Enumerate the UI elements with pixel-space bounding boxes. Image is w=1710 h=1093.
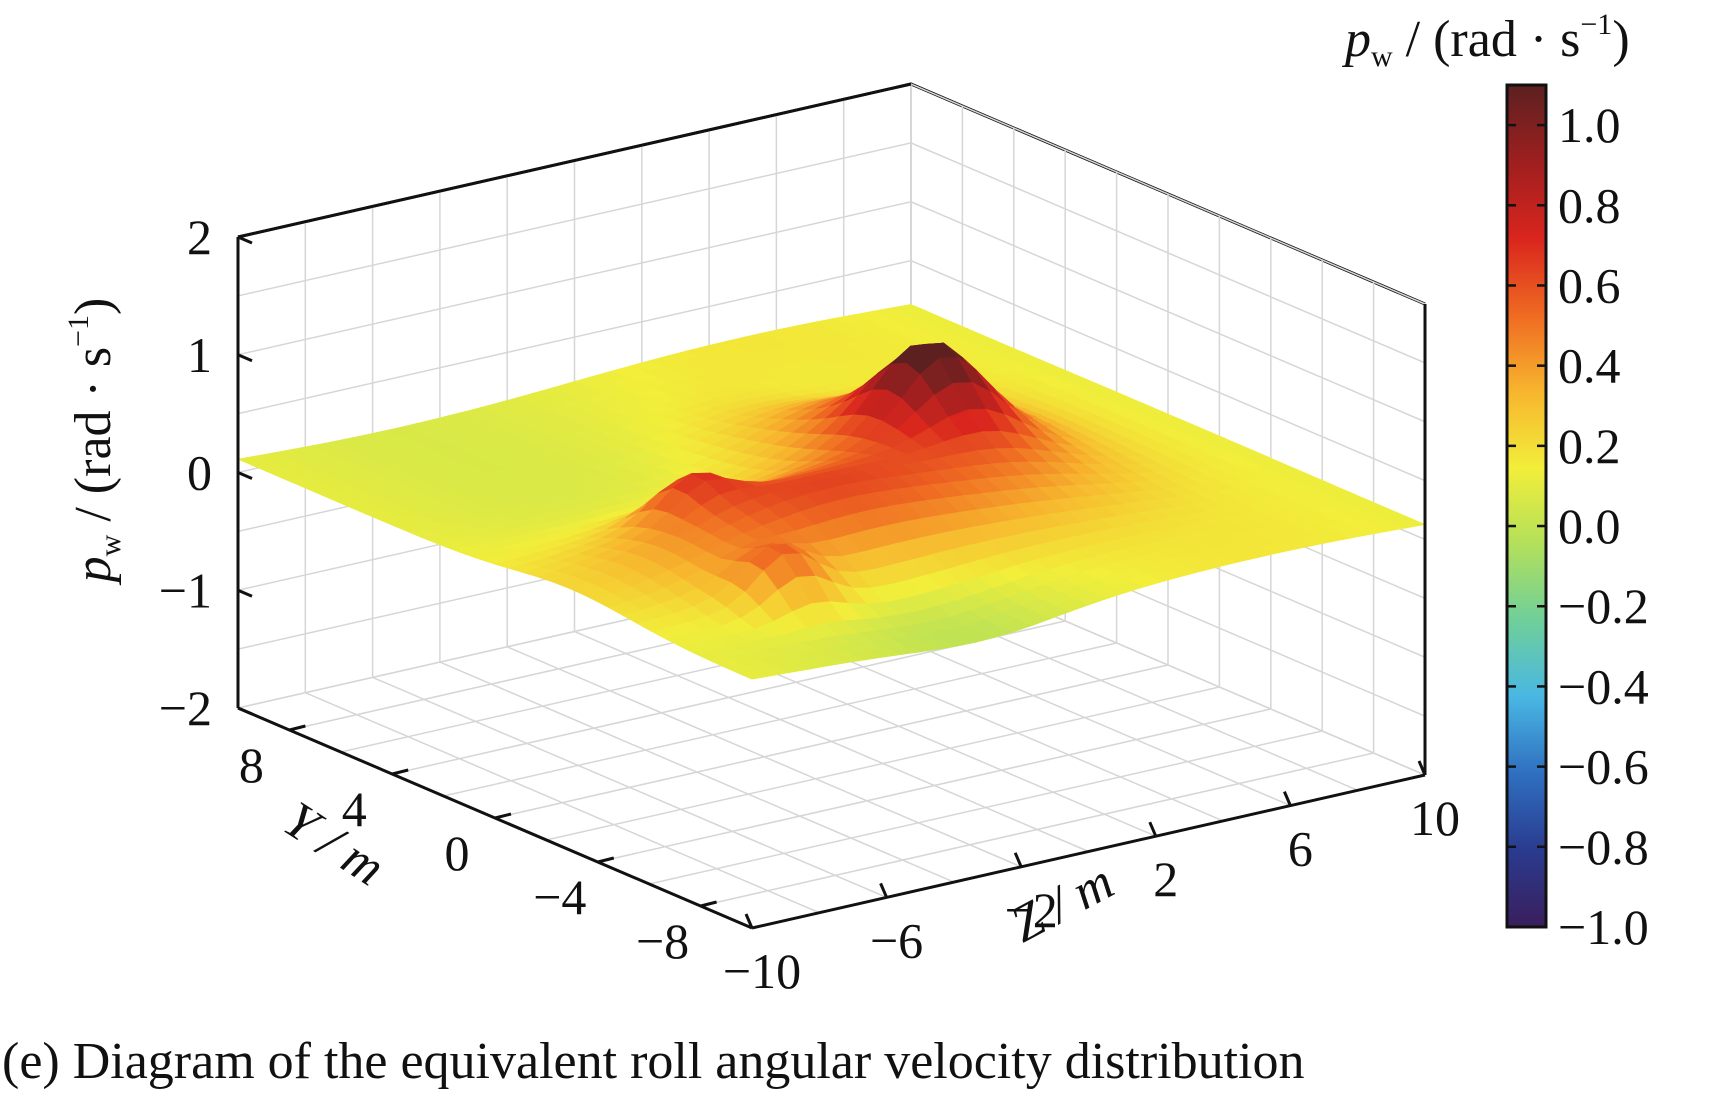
p-axis-tick-labels: 2 1 0 −1 −2 bbox=[159, 209, 212, 736]
z-tick bbox=[1283, 791, 1292, 807]
p-tick-label: −2 bbox=[159, 680, 212, 736]
colorbar-tick-label: −0.4 bbox=[1558, 658, 1649, 714]
p-tick-label: 2 bbox=[187, 209, 212, 265]
z-tick-label: −2 bbox=[1005, 882, 1058, 938]
z-tick-label: −6 bbox=[870, 912, 923, 968]
figure-caption: (e) Diagram of the equivalent roll angul… bbox=[2, 1033, 1305, 1090]
grid-line bbox=[305, 692, 820, 914]
p-tick-label: −1 bbox=[159, 562, 212, 618]
y-tick bbox=[494, 812, 512, 820]
y-tick-label: 0 bbox=[445, 825, 470, 881]
p-tick-label: 1 bbox=[187, 327, 212, 383]
z-tick bbox=[1148, 821, 1158, 837]
grid-line bbox=[237, 200, 1426, 423]
p-tick-label: 0 bbox=[187, 445, 212, 501]
y-tick-label: −4 bbox=[533, 869, 586, 925]
colorbar-label: pw / (rad · s−1) bbox=[1341, 8, 1630, 73]
grid-line bbox=[439, 661, 955, 883]
grid-line bbox=[237, 142, 1426, 364]
axes-edge bbox=[237, 82, 1426, 306]
z-tick-label: 2 bbox=[1153, 851, 1178, 907]
colorbar-tick-label: 1.0 bbox=[1558, 97, 1621, 153]
p-axis-label: pw / (rad · s−1) bbox=[62, 298, 127, 587]
y-tick-label: −8 bbox=[636, 913, 689, 969]
z-tick bbox=[1417, 760, 1427, 776]
colorbar-tick-labels: 1.0 0.8 0.6 0.4 0.2 0.0 −0.2 −0.4 −0.6 −0.8 −1.0 bbox=[1558, 97, 1649, 955]
colorbar-tick-label: 0.0 bbox=[1558, 498, 1621, 554]
axes-edge bbox=[751, 773, 1426, 930]
colorbar-tick-label: −0.8 bbox=[1558, 819, 1649, 875]
grid-line bbox=[506, 646, 1022, 868]
colorbar-tick-label: 0.8 bbox=[1558, 177, 1621, 233]
y-tick bbox=[700, 900, 717, 908]
axes-edge bbox=[237, 82, 912, 239]
colorbar-tick-label: 0.2 bbox=[1558, 418, 1621, 474]
z-tick bbox=[879, 882, 888, 898]
colorbar-bar bbox=[1505, 83, 1548, 929]
colorbar-tick-label: 0.4 bbox=[1558, 338, 1621, 394]
y-tick bbox=[597, 856, 615, 864]
grid-line bbox=[237, 83, 1426, 305]
p-tick bbox=[237, 706, 253, 716]
p-tick bbox=[237, 353, 253, 363]
z-tick bbox=[1013, 852, 1023, 868]
p-tick bbox=[237, 235, 253, 245]
colorbar-tick-label: −0.2 bbox=[1558, 578, 1649, 634]
grid-line bbox=[372, 676, 887, 899]
surface-plot bbox=[236, 304, 1427, 680]
colorbar-tick-label: −1.0 bbox=[1558, 899, 1649, 955]
z-tick-label: 10 bbox=[1410, 790, 1460, 846]
colorbar-tick-label: 0.6 bbox=[1558, 257, 1621, 313]
tick-marks bbox=[237, 235, 1427, 929]
z-tick bbox=[744, 913, 754, 929]
y-tick-label: 4 bbox=[342, 781, 367, 837]
y-tick-label: 8 bbox=[239, 737, 264, 793]
z-tick-label: −10 bbox=[723, 943, 801, 999]
p-tick bbox=[237, 588, 253, 598]
y-tick bbox=[391, 768, 409, 776]
y-axis-tick-labels: 8 4 0 −4 −8 bbox=[239, 737, 689, 969]
z-axis-tick-labels: −10 −6 −2 2 6 10 bbox=[723, 790, 1460, 999]
colorbar-tick-label: −0.6 bbox=[1558, 739, 1649, 795]
colorbar bbox=[1505, 83, 1548, 929]
y-axis-label: Y / m bbox=[274, 791, 395, 897]
z-tick-label: 6 bbox=[1288, 821, 1313, 877]
grid-line bbox=[574, 630, 1089, 853]
y-tick bbox=[289, 724, 306, 732]
grid-line bbox=[237, 259, 1426, 482]
surface-patch bbox=[1390, 517, 1427, 529]
p-tick bbox=[237, 471, 253, 480]
